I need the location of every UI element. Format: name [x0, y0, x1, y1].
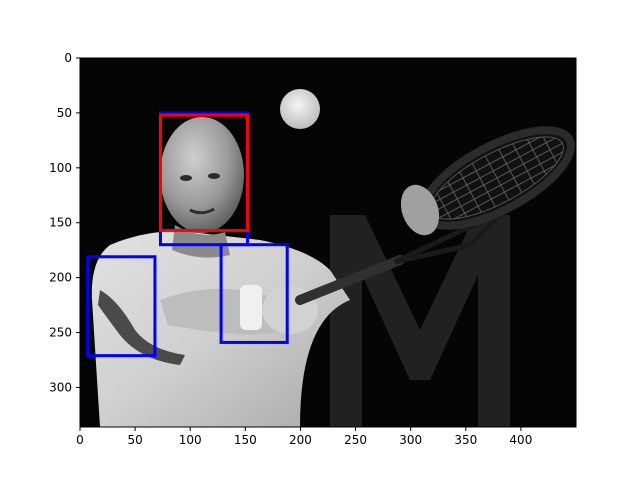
- x-tick-label: 300: [399, 433, 422, 447]
- x-tick-label: 200: [289, 433, 312, 447]
- tennis-ball-graphic: [280, 89, 320, 129]
- x-tick-label: 100: [179, 433, 202, 447]
- y-tick-label: 250: [49, 326, 72, 340]
- y-tick-label: 0: [64, 51, 72, 65]
- bounding-boxes-layer: [86, 111, 289, 358]
- x-tick-label: 400: [509, 433, 532, 447]
- neck-graphic: [172, 225, 230, 258]
- y-tick-label: 300: [49, 380, 72, 394]
- face-box: [158, 113, 250, 232]
- hands-box: [219, 243, 289, 344]
- x-tick-label: 50: [127, 433, 142, 447]
- x-tick-label: 150: [234, 433, 257, 447]
- left-arm-box: [86, 255, 157, 358]
- x-tick-label: 250: [344, 433, 367, 447]
- y-tick-label: 150: [49, 216, 72, 230]
- y-tick-label: 100: [49, 161, 72, 175]
- y-axis: 0 50 100 150 200 250 300: [49, 51, 80, 394]
- racket-handle-graphic: [295, 255, 405, 305]
- x-tick-label: 350: [454, 433, 477, 447]
- y-tick-label: 200: [49, 271, 72, 285]
- x-axis: 0 50 100 150 200 250 300 350 400: [76, 427, 532, 447]
- photo-image: [80, 58, 576, 427]
- y-tick-label: 50: [57, 106, 72, 120]
- wristband-graphic: [240, 285, 262, 330]
- x-tick-label: 0: [76, 433, 84, 447]
- shirt-stripe-graphic: [98, 290, 185, 365]
- head-graphic: [160, 117, 244, 233]
- axes-frame: [79, 57, 577, 428]
